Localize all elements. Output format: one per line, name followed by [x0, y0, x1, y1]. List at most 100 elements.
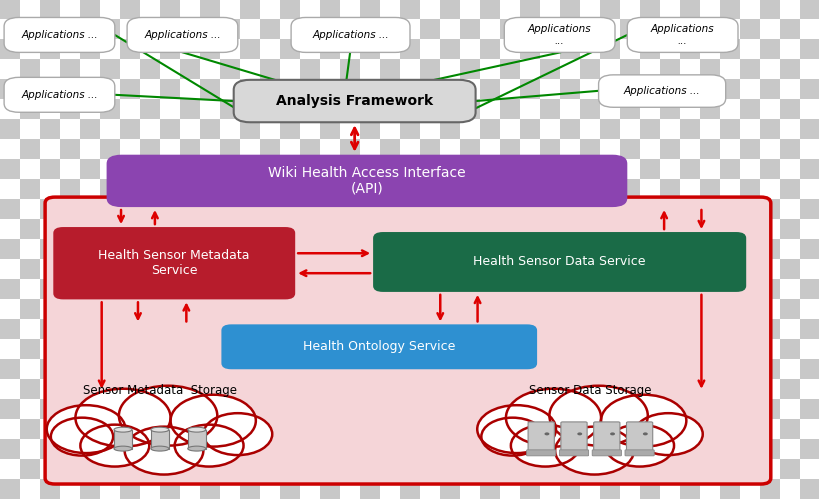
- FancyBboxPatch shape: [4, 17, 115, 52]
- Bar: [639, 379, 659, 399]
- Bar: [519, 119, 540, 139]
- Bar: [219, 419, 240, 439]
- Bar: [559, 359, 579, 379]
- Bar: [340, 259, 360, 279]
- Bar: [340, 99, 360, 119]
- Bar: [759, 39, 779, 59]
- Bar: [519, 319, 540, 339]
- Bar: [360, 479, 379, 499]
- Bar: [659, 199, 679, 219]
- Bar: [260, 259, 279, 279]
- Bar: [540, 219, 559, 239]
- Bar: [60, 179, 80, 199]
- Bar: [500, 119, 519, 139]
- Bar: [140, 19, 160, 39]
- Bar: [559, 139, 579, 159]
- Bar: [279, 259, 300, 279]
- Circle shape: [477, 405, 555, 453]
- Bar: [219, 299, 240, 319]
- Bar: [600, 359, 619, 379]
- Bar: [679, 219, 699, 239]
- Bar: [440, 319, 459, 339]
- Bar: [619, 59, 639, 79]
- Bar: [519, 39, 540, 59]
- Bar: [219, 399, 240, 419]
- Bar: [400, 0, 419, 19]
- Bar: [300, 279, 319, 299]
- Bar: [120, 99, 140, 119]
- Bar: [479, 159, 500, 179]
- Bar: [180, 419, 200, 439]
- Bar: [579, 279, 600, 299]
- Bar: [279, 279, 300, 299]
- Bar: [400, 199, 419, 219]
- Circle shape: [481, 418, 543, 456]
- Bar: [279, 239, 300, 259]
- Bar: [799, 19, 819, 39]
- Bar: [279, 399, 300, 419]
- Bar: [400, 119, 419, 139]
- Bar: [479, 479, 500, 499]
- Bar: [80, 279, 100, 299]
- Bar: [40, 79, 60, 99]
- Bar: [0, 239, 20, 259]
- Bar: [20, 39, 40, 59]
- Bar: [479, 299, 500, 319]
- Bar: [799, 99, 819, 119]
- Bar: [500, 99, 519, 119]
- Bar: [719, 319, 739, 339]
- Bar: [100, 319, 120, 339]
- Bar: [180, 99, 200, 119]
- Bar: [180, 19, 200, 39]
- Bar: [0, 139, 20, 159]
- Bar: [200, 259, 219, 279]
- Bar: [300, 459, 319, 479]
- Bar: [440, 179, 459, 199]
- Bar: [60, 339, 80, 359]
- Text: Analysis Framework: Analysis Framework: [276, 94, 432, 108]
- Bar: [200, 119, 219, 139]
- Bar: [160, 379, 180, 399]
- Bar: [579, 79, 600, 99]
- Bar: [240, 219, 260, 239]
- Bar: [120, 479, 140, 499]
- Bar: [140, 379, 160, 399]
- Bar: [219, 99, 240, 119]
- Bar: [400, 459, 419, 479]
- Bar: [260, 99, 279, 119]
- Bar: [279, 479, 300, 499]
- Bar: [0, 119, 20, 139]
- Bar: [60, 79, 80, 99]
- Bar: [80, 399, 100, 419]
- Bar: [219, 479, 240, 499]
- Bar: [120, 339, 140, 359]
- Bar: [659, 339, 679, 359]
- Bar: [779, 179, 799, 199]
- Bar: [180, 59, 200, 79]
- Bar: [300, 339, 319, 359]
- Circle shape: [633, 413, 702, 455]
- Bar: [300, 399, 319, 419]
- Bar: [759, 99, 779, 119]
- Bar: [579, 299, 600, 319]
- Bar: [659, 39, 679, 59]
- Bar: [340, 199, 360, 219]
- Bar: [180, 39, 200, 59]
- Bar: [300, 419, 319, 439]
- Bar: [160, 239, 180, 259]
- Bar: [719, 299, 739, 319]
- Bar: [600, 79, 619, 99]
- Bar: [360, 0, 379, 19]
- Bar: [40, 399, 60, 419]
- Bar: [80, 39, 100, 59]
- Bar: [500, 179, 519, 199]
- Bar: [440, 139, 459, 159]
- Bar: [100, 79, 120, 99]
- Bar: [679, 379, 699, 399]
- Bar: [500, 19, 519, 39]
- Bar: [519, 159, 540, 179]
- Bar: [500, 59, 519, 79]
- Bar: [100, 239, 120, 259]
- Bar: [779, 339, 799, 359]
- Bar: [140, 79, 160, 99]
